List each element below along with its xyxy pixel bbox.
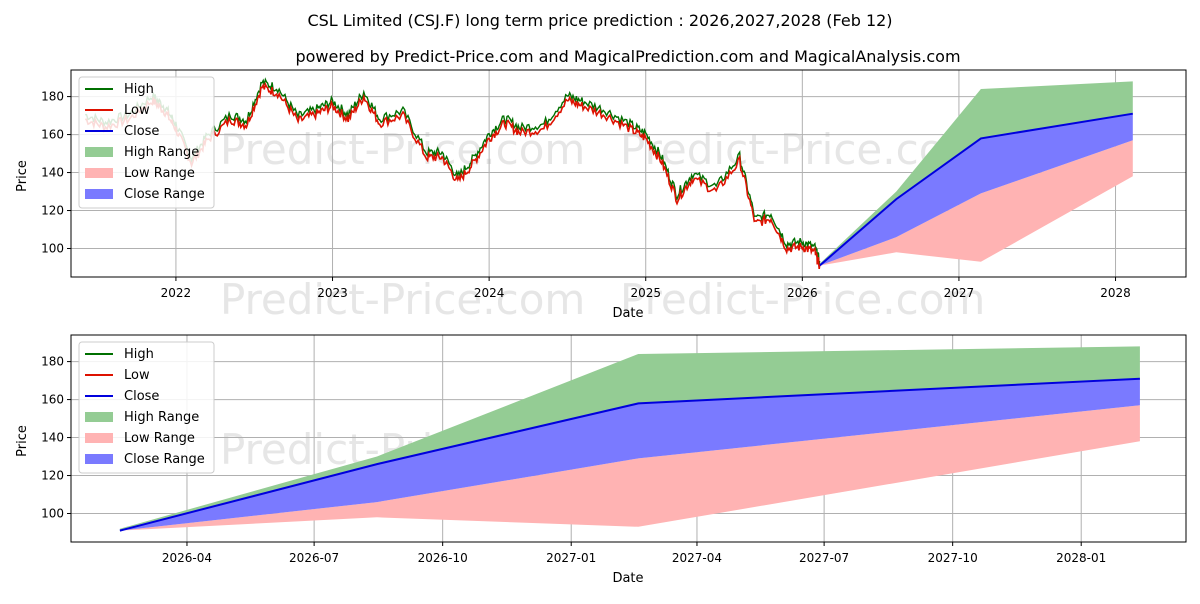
legend-label: Close bbox=[124, 389, 159, 404]
chart-subtitle: powered by Predict-Price.com and Magical… bbox=[295, 47, 960, 66]
bottom-legend: High Low Close High Range Low Range Close Ran… bbox=[78, 341, 215, 474]
y-tick-label: 180 bbox=[41, 355, 64, 369]
x-tick-label: 2027-10 bbox=[928, 551, 978, 565]
close-range-area bbox=[819, 113, 1133, 266]
y-tick-label: 120 bbox=[41, 469, 64, 483]
y-tick-label: 100 bbox=[41, 242, 64, 256]
close-forecast-line bbox=[119, 377, 1140, 532]
close-range-area bbox=[119, 378, 1140, 531]
legend-label: Low Range bbox=[124, 431, 195, 446]
x-tick-label: 2027-04 bbox=[672, 551, 722, 565]
legend-label: Close bbox=[124, 124, 159, 139]
x-tick-label: 2026-07 bbox=[289, 551, 339, 565]
top-panel: Predict-Price.com Predict-Price.com Pred… bbox=[15, 69, 1187, 324]
x-tick-label: 2023 bbox=[317, 286, 348, 300]
x-tick-label: 2027-07 bbox=[799, 551, 849, 565]
bottom-panel: Predict-Price.com Predict-Price.com 2026… bbox=[15, 334, 1187, 586]
legend-label: Close Range bbox=[124, 187, 205, 202]
x-tick-label: 2024 bbox=[474, 286, 505, 300]
legend-label: High Range bbox=[124, 145, 199, 160]
bottom-ticks: 2026-04 2026-07 2026-10 2027-01 2027-04 2027-… bbox=[41, 355, 1106, 565]
y-tick-label: 160 bbox=[41, 393, 64, 407]
legend-label: Low Range bbox=[124, 166, 195, 181]
low-range-area bbox=[819, 140, 1133, 266]
watermark: Predict-Price.com bbox=[220, 125, 585, 174]
bottom-xlabel: Date bbox=[612, 571, 643, 586]
legend-swatch bbox=[85, 433, 113, 443]
legend-swatch bbox=[85, 189, 113, 199]
y-tick-label: 140 bbox=[41, 166, 64, 180]
legend-label: High bbox=[124, 347, 154, 362]
y-tick-label: 140 bbox=[41, 431, 64, 445]
legend-label: Low bbox=[124, 103, 150, 118]
x-tick-label: 2026-04 bbox=[162, 551, 212, 565]
bottom-axes-frame bbox=[70, 334, 1187, 543]
top-series bbox=[84, 77, 1133, 269]
x-tick-label: 2028 bbox=[1100, 286, 1131, 300]
x-tick-label: 2025 bbox=[630, 286, 661, 300]
legend-swatch bbox=[85, 412, 113, 422]
top-xlabel: Date bbox=[612, 306, 643, 321]
watermark: Predict-Price.com bbox=[220, 275, 585, 324]
top-legend: High Low Close High Range Low Range Close Ran… bbox=[78, 76, 215, 209]
high-range-area bbox=[819, 81, 1133, 266]
legend-label: Low bbox=[124, 368, 150, 383]
y-tick-label: 160 bbox=[41, 128, 64, 142]
legend-label: High bbox=[124, 82, 154, 97]
x-tick-label: 2026-10 bbox=[418, 551, 468, 565]
x-tick-label: 2022 bbox=[161, 286, 192, 300]
y-tick-label: 180 bbox=[41, 90, 64, 104]
y-tick-label: 120 bbox=[41, 204, 64, 218]
close-forecast-line bbox=[818, 112, 1133, 267]
y-tick-label: 100 bbox=[41, 507, 64, 521]
high-range-area bbox=[119, 346, 1140, 531]
x-tick-label: 2027 bbox=[944, 286, 975, 300]
top-ylabel: Price bbox=[15, 160, 30, 192]
legend-label: High Range bbox=[124, 410, 199, 425]
watermark: Predict-Price.com bbox=[620, 275, 985, 324]
legend-swatch bbox=[85, 168, 113, 178]
x-tick-label: 2027-01 bbox=[546, 551, 596, 565]
legend-swatch bbox=[85, 147, 113, 157]
legend-label: Close Range bbox=[124, 452, 205, 467]
bottom-series bbox=[119, 346, 1140, 532]
bottom-ylabel: Price bbox=[15, 425, 30, 457]
legend-swatch bbox=[85, 454, 113, 464]
x-tick-label: 2028-01 bbox=[1056, 551, 1106, 565]
top-ticks: 2022 2023 2024 2025 2026 2027 2028 100 120 140 160… bbox=[41, 90, 1131, 300]
low-range-area bbox=[119, 405, 1140, 531]
top-axes-frame bbox=[70, 69, 1187, 278]
x-tick-label: 2026 bbox=[787, 286, 818, 300]
chart-title: CSL Limited (CSJ.F) long term price pred… bbox=[307, 11, 892, 30]
